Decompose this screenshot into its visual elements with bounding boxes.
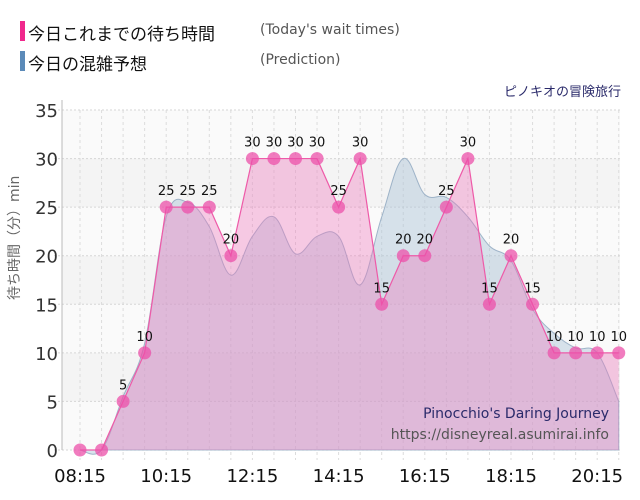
x-tick-label: 08:15 (54, 466, 106, 487)
today-data-point[interactable] (73, 443, 87, 457)
chart-subtitle: ピノキオの冒険旅行 (503, 85, 621, 100)
today-data-point[interactable] (418, 249, 432, 263)
legend-today-swatch (20, 21, 25, 41)
y-tick-label: 0 (47, 441, 58, 462)
y-tick-label: 35 (35, 101, 58, 122)
data-label: 10 (610, 330, 627, 345)
today-data-point[interactable] (289, 152, 302, 166)
today-data-point[interactable] (396, 249, 410, 263)
data-label: 15 (373, 281, 390, 296)
today-data-point[interactable] (332, 200, 346, 214)
watermark-url: https://disneyreal.asumirai.info (390, 427, 609, 443)
y-tick-label: 30 (35, 150, 58, 171)
today-data-point[interactable] (267, 152, 281, 166)
grid-band (62, 207, 620, 256)
today-data-point[interactable] (526, 297, 540, 311)
x-tick-label: 14:15 (313, 466, 365, 487)
data-label: 10 (546, 330, 563, 345)
legend-prediction-label: 今日の混雑予想 (28, 55, 147, 75)
data-label: 30 (309, 136, 326, 151)
x-tick-label: 18:15 (485, 466, 537, 487)
today-data-point[interactable] (310, 152, 324, 166)
grid-band (62, 401, 620, 450)
y-tick-label: 5 (47, 392, 58, 413)
legend-today-label-en: (Today's wait times) (260, 22, 400, 38)
data-label: 30 (352, 136, 369, 151)
data-label: 25 (158, 184, 175, 199)
data-label: 30 (244, 136, 261, 151)
data-label: 30 (460, 136, 477, 151)
today-data-point[interactable] (138, 346, 152, 360)
today-data-point[interactable] (547, 346, 561, 360)
y-tick-label: 25 (35, 198, 58, 219)
today-data-point[interactable] (612, 346, 626, 360)
data-label: 10 (567, 330, 584, 345)
x-tick-label: 20:15 (571, 466, 623, 487)
today-data-point[interactable] (375, 297, 389, 311)
data-label: 20 (417, 233, 434, 248)
today-data-point[interactable] (439, 200, 453, 214)
grid-band (62, 304, 620, 353)
data-label: 10 (589, 330, 606, 345)
data-label: 15 (524, 281, 541, 296)
grid-band (62, 110, 620, 159)
data-label: 5 (119, 378, 127, 393)
y-tick-label: 10 (35, 344, 58, 365)
y-axis-label: 待ち時間（分）min (7, 175, 23, 300)
today-data-point[interactable] (353, 152, 367, 166)
data-label: 25 (438, 184, 455, 199)
data-label: 30 (266, 136, 283, 151)
today-data-point[interactable] (202, 200, 216, 214)
legend-prediction-swatch (20, 51, 25, 71)
data-label: 25 (179, 184, 196, 199)
today-data-point[interactable] (245, 152, 259, 166)
today-data-point[interactable] (461, 152, 475, 166)
legend-prediction-label-en: (Prediction) (260, 52, 341, 68)
legend-today-label: 今日これまでの待ち時間 (28, 25, 215, 45)
data-label: 20 (223, 233, 240, 248)
today-data-point[interactable] (590, 346, 604, 360)
watermark-attraction-name: Pinocchio's Daring Journey (423, 406, 609, 422)
x-tick-label: 16:15 (399, 466, 451, 487)
today-data-point[interactable] (95, 443, 109, 457)
x-tick-label: 10:15 (140, 466, 192, 487)
today-data-point[interactable] (159, 200, 173, 214)
grid-band (62, 352, 620, 402)
y-tick-label: 15 (35, 295, 58, 316)
today-area (80, 158, 619, 451)
data-label: 30 (287, 136, 304, 151)
y-tick-label: 20 (35, 247, 58, 268)
x-tick-label: 12:15 (226, 466, 278, 487)
data-label: 10 (136, 330, 153, 345)
today-data-point[interactable] (181, 200, 195, 214)
grid-band (62, 158, 620, 208)
today-data-point[interactable] (482, 297, 496, 311)
today-data-point[interactable] (504, 249, 518, 263)
data-label: 15 (481, 281, 498, 296)
data-label: 20 (503, 233, 520, 248)
today-data-point[interactable] (224, 249, 238, 263)
data-label: 20 (395, 233, 412, 248)
today-data-point[interactable] (569, 346, 583, 360)
today-data-point[interactable] (116, 394, 130, 408)
data-label: 25 (330, 184, 347, 199)
data-label: 25 (201, 184, 218, 199)
